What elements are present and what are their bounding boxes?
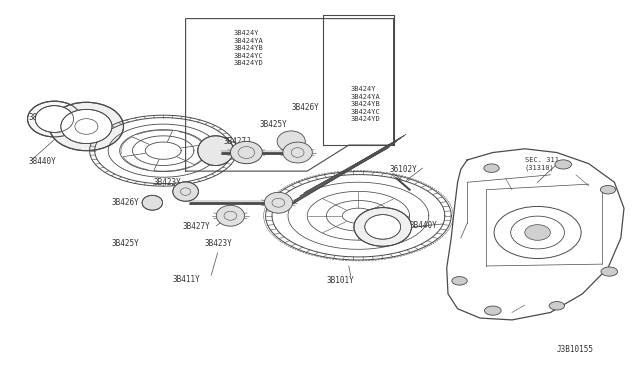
- Text: 36102Y: 36102Y: [389, 165, 417, 174]
- Text: 3B425Y: 3B425Y: [112, 239, 140, 248]
- Text: 3B411Y: 3B411Y: [173, 275, 200, 283]
- Ellipse shape: [354, 208, 412, 246]
- Text: 3B427Y: 3B427Y: [182, 222, 210, 231]
- Ellipse shape: [452, 277, 467, 285]
- Ellipse shape: [61, 109, 112, 144]
- Text: 3B101Y: 3B101Y: [326, 276, 354, 285]
- Ellipse shape: [35, 106, 74, 132]
- Ellipse shape: [484, 306, 501, 315]
- Ellipse shape: [198, 136, 234, 166]
- Text: 3B440Y: 3B440Y: [410, 221, 437, 230]
- Ellipse shape: [525, 225, 550, 240]
- Ellipse shape: [28, 101, 81, 137]
- Ellipse shape: [549, 302, 564, 310]
- Text: 3B424Y
3B424YA
3B424YB
3B424YC
3B424YD: 3B424Y 3B424YA 3B424YB 3B424YC 3B424YD: [351, 86, 380, 122]
- Text: 3B427J: 3B427J: [224, 137, 252, 146]
- Ellipse shape: [555, 160, 572, 169]
- Text: 3B423Y: 3B423Y: [154, 178, 181, 187]
- Ellipse shape: [264, 192, 292, 213]
- Ellipse shape: [277, 131, 305, 152]
- Ellipse shape: [484, 164, 499, 172]
- Text: 3B425Y: 3B425Y: [259, 120, 287, 129]
- Text: 38453Y: 38453Y: [29, 113, 56, 122]
- Ellipse shape: [283, 142, 312, 163]
- Text: SEC. 311
(31310): SEC. 311 (31310): [525, 157, 559, 171]
- Ellipse shape: [49, 102, 124, 151]
- Ellipse shape: [601, 267, 618, 276]
- Text: 3B426Y: 3B426Y: [112, 198, 140, 207]
- Text: J3B10155: J3B10155: [557, 345, 594, 354]
- Ellipse shape: [216, 205, 244, 226]
- Ellipse shape: [173, 182, 198, 201]
- Ellipse shape: [365, 215, 401, 239]
- Text: 3B424Y
3B424YA
3B424YB
3B424YC
3B424YD: 3B424Y 3B424YA 3B424YB 3B424YC 3B424YD: [234, 31, 263, 66]
- Ellipse shape: [230, 141, 262, 164]
- Text: 38440Y: 38440Y: [29, 157, 56, 166]
- Text: 3B423Y: 3B423Y: [205, 239, 232, 248]
- Ellipse shape: [142, 195, 163, 210]
- Text: 3B426Y: 3B426Y: [291, 103, 319, 112]
- Ellipse shape: [600, 186, 616, 194]
